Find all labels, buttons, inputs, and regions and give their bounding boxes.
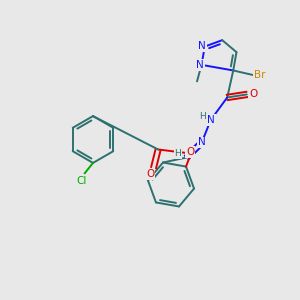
Text: O: O [146,169,154,179]
Text: N: N [198,137,206,148]
Text: Br: Br [254,70,265,80]
Text: N: N [208,115,215,125]
Text: O: O [186,147,194,157]
Text: N: N [199,41,206,51]
Text: N: N [196,60,204,70]
Text: H: H [174,149,181,158]
Text: O: O [249,89,257,99]
Text: H: H [199,112,206,122]
Text: Cl: Cl [76,176,87,186]
